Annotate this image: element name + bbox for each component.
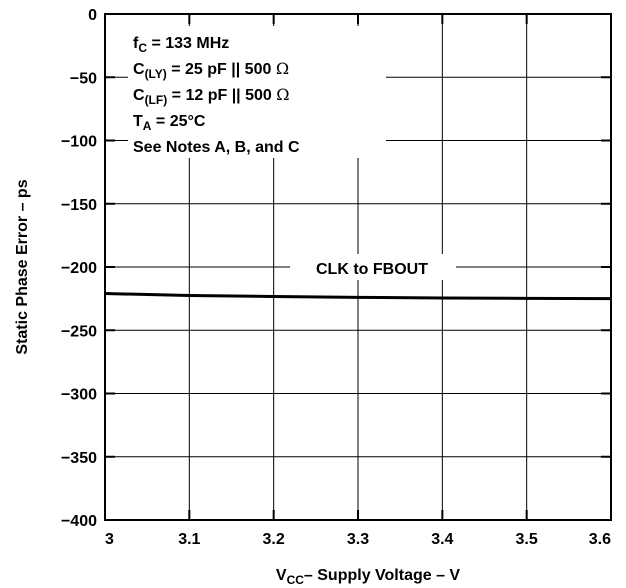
y-tick-label: −250 [61,323,97,340]
y-tick-labels: 0 −50 −100 −150 −200 −250 −300 −350 −400 [61,7,97,530]
note-ta: TA = 25°C [133,113,206,133]
note-see-notes: See Notes A, B, and C [133,139,300,156]
series-group [104,292,612,301]
y-tick-label: −300 [61,387,97,404]
x-axis-symbol: V [276,567,287,584]
x-axis-symbol-sub: CC [287,573,305,587]
note-frequency: fC = 133 MHz [133,35,229,55]
series-line-clk-to-fbout [104,292,612,301]
notes-block: fC = 133 MHz C(LY) = 25 pF || 500 Ω C(LF… [133,35,300,156]
y-tick-label: −400 [61,513,97,530]
y-tick-label: −50 [70,70,97,87]
series-label-clk-to-fbout: CLK to FBOUT [316,261,428,278]
y-tick-label: −100 [61,134,97,151]
y-tick-label: −350 [61,450,97,467]
notes-backing [128,26,386,158]
x-tick-labels: 3 3.1 3.2 3.3 3.4 3.5 3.6 [105,531,611,548]
y-axis-label: Static Phase Error – ps [14,179,31,354]
note-clf: C(LF) = 12 pF || 500 Ω [133,85,290,107]
x-tick-label: 3.4 [431,531,453,548]
x-tick-label: 3.2 [263,531,285,548]
x-tick-label: 3.1 [178,531,200,548]
x-tick-label: 3.6 [589,531,611,548]
note-cly: C(LY) = 25 pF || 500 Ω [133,59,289,81]
x-tick-label: 3.3 [347,531,369,548]
x-tick-label: 3.5 [516,531,538,548]
y-tick-label: 0 [88,7,97,24]
series-label-backing [290,254,456,280]
y-tick-label: −150 [61,197,97,214]
x-tick-label: 3 [105,531,114,548]
plot-border [104,13,612,521]
y-tick-label: −200 [61,260,97,277]
x-axis-label-rest: – Supply Voltage – V [304,567,461,584]
x-axis-label: VCC– Supply Voltage – V [276,567,461,587]
